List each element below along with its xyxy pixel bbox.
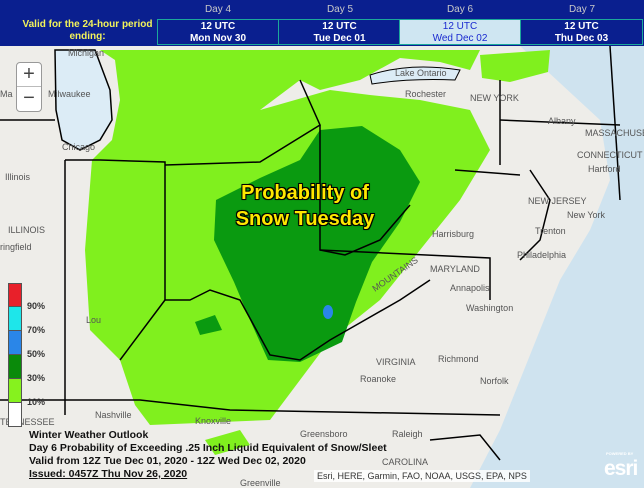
probability-legend: 90% 70% 50% 30% 10% [8, 283, 45, 427]
legend-label: 30% [27, 373, 46, 383]
legend-swatch-dark-green [8, 355, 22, 379]
legend-swatch-red [8, 283, 22, 307]
svg-text:Knoxville: Knoxville [195, 416, 231, 426]
day-selector-header: Valid for the 24-hour period ending: Day… [0, 0, 644, 46]
svg-text:TENNESSEE: TENNESSEE [0, 417, 55, 427]
svg-text:VIRGINIA: VIRGINIA [376, 357, 416, 367]
svg-text:Chicago: Chicago [62, 142, 95, 152]
tab-day-7[interactable]: Day 7 12 UTC Thu Dec 03 [521, 0, 643, 46]
svg-text:Greensboro: Greensboro [300, 429, 348, 439]
day-label: Day 5 [326, 4, 354, 15]
ocean [470, 46, 644, 488]
lake-michigan [54, 49, 113, 151]
zoom-out-button[interactable]: − [23, 87, 35, 109]
svg-text:MARYLAND: MARYLAND [430, 264, 480, 274]
probability-50-70 [323, 305, 333, 319]
probability-10-30 [205, 430, 250, 455]
caption-valid: Valid from 12Z Tue Dec 01, 2020 - 12Z We… [29, 455, 306, 467]
caption-issued: Issued: 0457Z Thu Nov 26, 2020 [29, 468, 188, 480]
svg-text:Nashville: Nashville [95, 410, 132, 420]
day-date: 12 UTC Wed Dec 02 [399, 19, 521, 45]
zoom-control: + − [16, 62, 42, 112]
day-label: Day 7 [568, 4, 596, 15]
svg-text:Annapolis: Annapolis [450, 283, 490, 293]
legend-swatch-white [8, 403, 22, 427]
valid-period-label: Valid for the 24-hour period ending: [22, 19, 153, 42]
svg-text:Richmond: Richmond [438, 354, 479, 364]
legend-label: 50% [27, 349, 46, 359]
legend-label: 70% [27, 325, 46, 335]
svg-text:CAROLINA: CAROLINA [382, 457, 428, 467]
svg-text:CONNECTICUT: CONNECTICUT [577, 150, 643, 160]
day-date: 12 UTC Mon Nov 30 [157, 19, 279, 45]
probability-10-30 [480, 50, 550, 82]
svg-text:Illinois: Illinois [5, 172, 31, 182]
day-label: Day 6 [446, 4, 474, 15]
outlook-caption: Winter Weather Outlook Day 6 Probability… [29, 429, 387, 481]
svg-text:NEW YORK: NEW YORK [470, 93, 519, 103]
svg-text:Michigan: Michigan [68, 48, 104, 58]
zoom-in-button[interactable]: + [17, 63, 41, 87]
svg-text:Lake Ontario: Lake Ontario [395, 68, 447, 78]
svg-text:Raleigh: Raleigh [392, 429, 423, 439]
svg-text:Trenton: Trenton [535, 226, 566, 236]
day-date: 12 UTC Thu Dec 03 [521, 19, 643, 45]
svg-text:Ma: Ma [0, 89, 13, 99]
legend-label: 10% [27, 397, 46, 407]
legend-swatch-light-green [8, 379, 22, 403]
svg-text:Albany: Albany [548, 116, 576, 126]
legend-swatch-blue [8, 331, 22, 355]
day-label: Day 4 [204, 4, 232, 15]
map-attribution[interactable]: Esri, HERE, Garmin, FAO, NOAA, USGS, EPA… [314, 470, 530, 482]
esri-logo[interactable]: POWERED BY esri [604, 451, 638, 480]
tab-day-6[interactable]: Day 6 12 UTC Wed Dec 02 [399, 0, 521, 46]
legend-swatch-cyan [8, 307, 22, 331]
svg-text:Lou: Lou [86, 315, 101, 325]
svg-text:Greenville: Greenville [240, 478, 281, 488]
svg-text:Washington: Washington [466, 303, 513, 313]
tab-day-5[interactable]: Day 5 12 UTC Tue Dec 01 [279, 0, 401, 46]
lake-ontario [369, 66, 461, 85]
state-boundaries [0, 46, 621, 461]
probability-30-50 [214, 126, 420, 362]
svg-text:MASSACHUSETTS: MASSACHUSETTS [585, 128, 644, 138]
map-title: Probability of Snow Tuesday [235, 182, 375, 230]
legend-label: 90% [27, 301, 46, 311]
svg-text:Philadelphia: Philadelphia [517, 250, 566, 260]
svg-text:Rochester: Rochester [405, 89, 446, 99]
svg-text:Roanoke: Roanoke [360, 374, 396, 384]
probability-30-50 [195, 315, 222, 335]
day-date: 12 UTC Tue Dec 01 [279, 19, 401, 45]
svg-text:Norfolk: Norfolk [480, 376, 509, 386]
caption-description: Day 6 Probability of Exceeding .25 Inch … [29, 442, 387, 454]
svg-text:NEW JERSEY: NEW JERSEY [528, 196, 587, 206]
svg-text:ringfield: ringfield [0, 242, 32, 252]
tab-day-4[interactable]: Day 4 12 UTC Mon Nov 30 [157, 0, 279, 46]
svg-text:Milwaukee: Milwaukee [48, 89, 91, 99]
caption-title: Winter Weather Outlook [29, 429, 149, 441]
svg-text:ILLINOIS: ILLINOIS [8, 225, 45, 235]
svg-text:Hartford: Hartford [588, 164, 621, 174]
svg-text:Harrisburg: Harrisburg [432, 229, 474, 239]
map-canvas[interactable]: Milwaukee Chicago Illinois ILLINOIS ringfi… [0, 46, 644, 488]
svg-text:New York: New York [567, 210, 606, 220]
